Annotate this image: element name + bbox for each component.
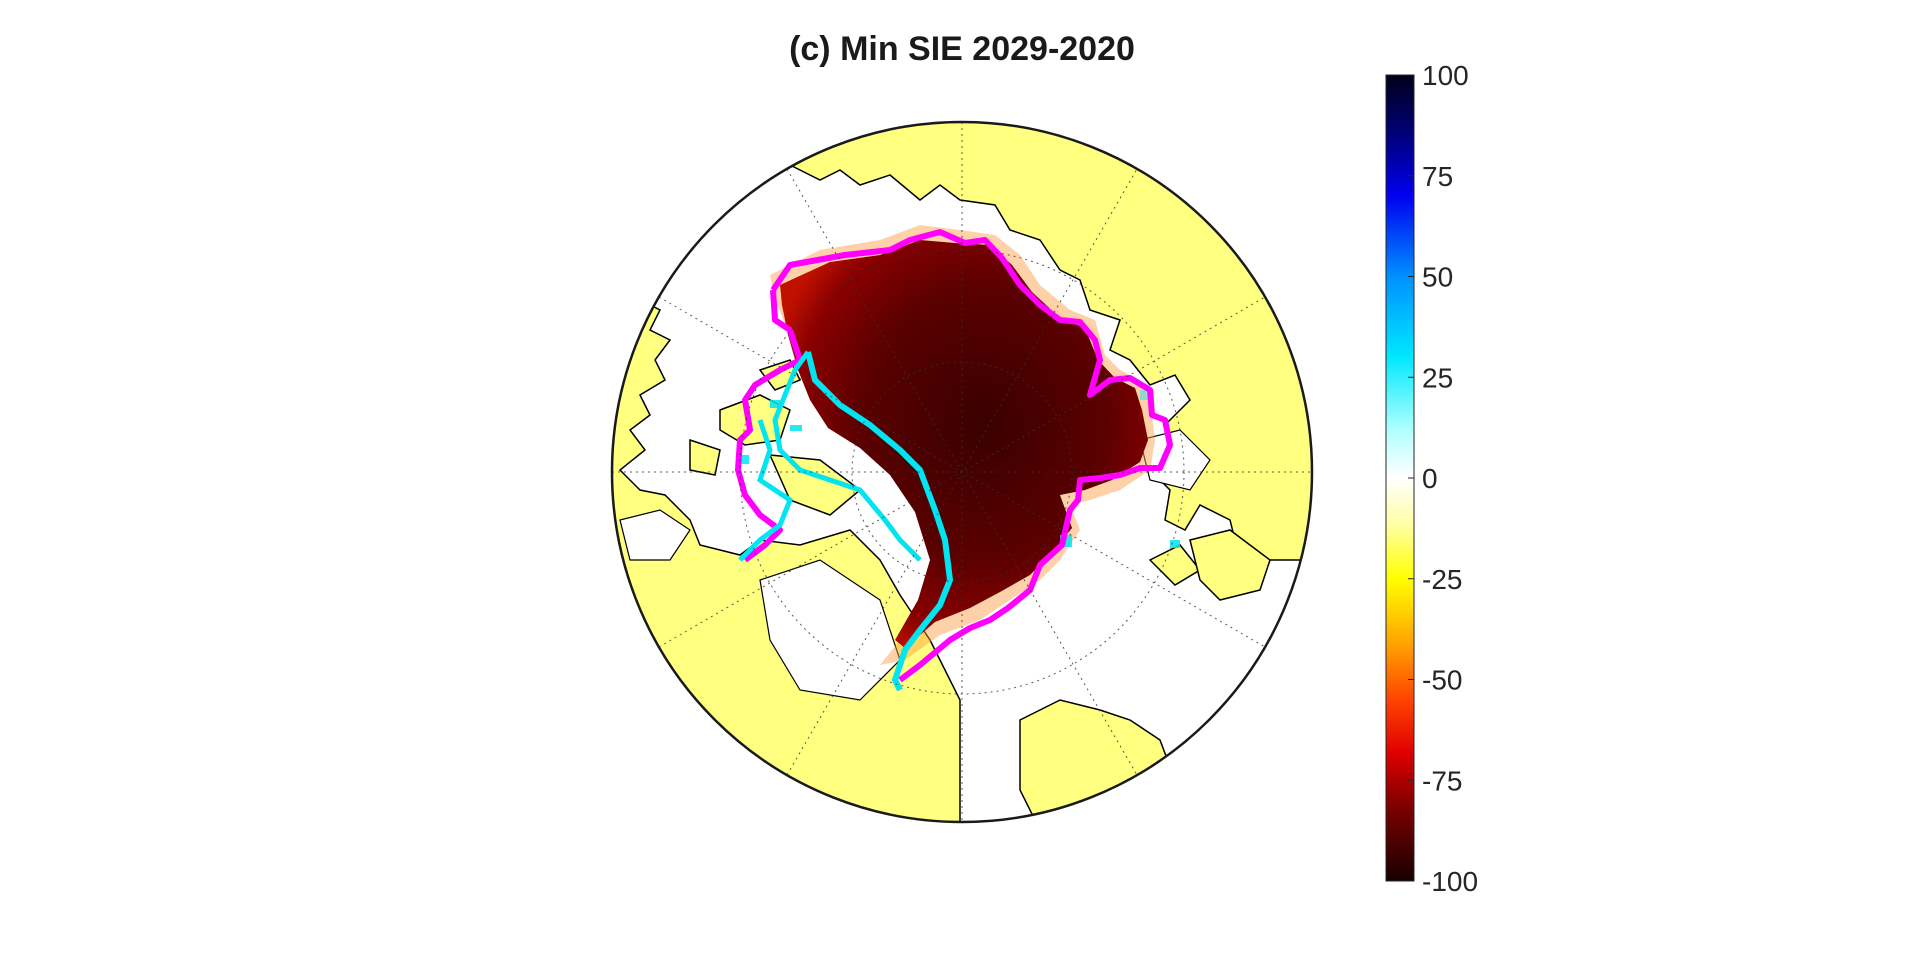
map-frame [610,120,1314,824]
ocean-baffin [759,559,901,701]
colorbar-tick-label: 25 [1422,362,1453,393]
colorbar-tick-label: -75 [1422,765,1462,796]
ocean-kara [1139,429,1211,491]
colorbar-tick-label: -50 [1422,665,1462,696]
graticule [612,122,1312,822]
colorbar-tick-label: 75 [1422,161,1453,192]
colorbar-tick-label: 0 [1422,463,1438,494]
colorbar-tick-label: -25 [1422,564,1462,595]
contour-magenta-left [735,289,803,563]
colorbar: 100 75 50 25 0 -25 -50 -75 -100 [1385,60,1478,897]
ice-loss-field [770,225,1155,665]
colorbar-tick-label: -100 [1422,866,1478,897]
contour-cyan-arch-2 [738,419,794,562]
plot-title: (c) Min SIE 2029-2020 [789,30,1135,68]
ocean-hudson [619,509,691,561]
colorbar-ticks: 100 75 50 25 0 -25 -50 -75 -100 [1408,60,1478,897]
contour-cyan [805,351,953,692]
colorbar-tick-label: 100 [1422,60,1469,91]
colorbar-tick-label: 50 [1422,262,1453,293]
land-taymyr [1189,529,1271,601]
contour-magenta [770,229,1173,683]
contour-cyan-arch [772,350,922,562]
ocean-channels [619,429,1211,701]
graticule-lon-150 [786,168,1138,776]
land-archipelago-2 [689,438,721,476]
ice-loss-core [780,240,1148,648]
